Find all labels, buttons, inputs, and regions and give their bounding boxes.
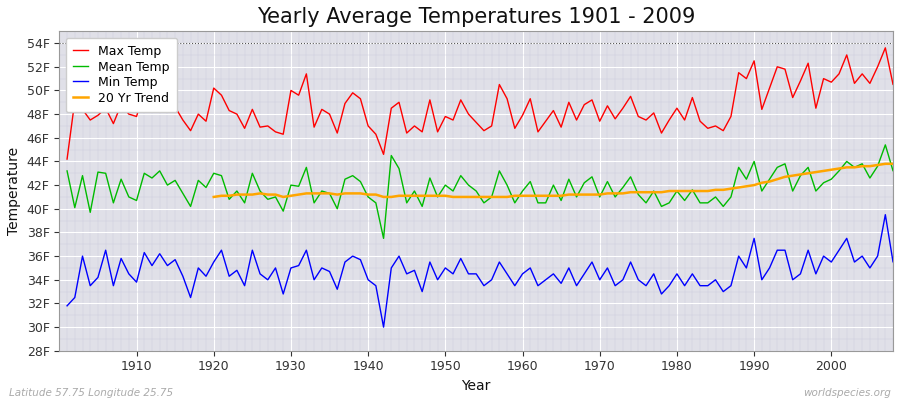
Line: Mean Temp: Mean Temp <box>68 145 900 238</box>
Max Temp <box>896 81 900 86</box>
Text: worldspecies.org: worldspecies.org <box>803 388 891 398</box>
Mean Temp <box>617 185 628 190</box>
Max Temp <box>339 101 350 106</box>
Min Temp <box>518 272 528 276</box>
X-axis label: Year: Year <box>462 379 490 393</box>
Max Temp <box>610 116 621 121</box>
20 Yr Trend <box>208 194 219 199</box>
Y-axis label: Temperature: Temperature <box>7 147 21 235</box>
Min Temp <box>339 260 350 264</box>
Min Temp <box>896 236 900 241</box>
Mean Temp <box>378 236 389 241</box>
20 Yr Trend <box>293 192 304 197</box>
Min Temp <box>62 304 73 308</box>
Mean Temp <box>123 194 134 199</box>
20 Yr Trend <box>880 162 891 166</box>
Mean Temp <box>525 179 535 184</box>
Max Temp <box>123 112 134 116</box>
Max Temp <box>518 113 528 118</box>
Mean Temp <box>62 168 73 173</box>
Min Temp <box>123 272 134 276</box>
20 Yr Trend <box>471 194 482 199</box>
Max Temp <box>509 126 520 131</box>
Min Temp <box>617 277 628 282</box>
Min Temp <box>880 212 891 217</box>
20 Yr Trend <box>278 194 289 199</box>
Line: Min Temp: Min Temp <box>68 215 900 327</box>
Max Temp <box>293 93 304 98</box>
Min Temp <box>525 266 535 270</box>
Text: Latitude 57.75 Longitude 25.75: Latitude 57.75 Longitude 25.75 <box>9 388 173 398</box>
Max Temp <box>62 157 73 162</box>
Mean Temp <box>293 184 304 189</box>
Line: Max Temp: Max Temp <box>68 48 900 159</box>
Mean Temp <box>518 189 528 194</box>
Min Temp <box>293 263 304 268</box>
Mean Temp <box>339 177 350 182</box>
Legend: Max Temp, Mean Temp, Min Temp, 20 Yr Trend: Max Temp, Mean Temp, Min Temp, 20 Yr Tre… <box>66 38 177 112</box>
Mean Temp <box>896 165 900 170</box>
20 Yr Trend <box>347 191 358 196</box>
Min Temp <box>378 325 389 330</box>
Mean Temp <box>880 142 891 147</box>
20 Yr Trend <box>555 193 566 198</box>
20 Yr Trend <box>887 162 898 166</box>
Max Temp <box>880 46 891 50</box>
Title: Yearly Average Temperatures 1901 - 2009: Yearly Average Temperatures 1901 - 2009 <box>257 7 696 27</box>
Line: 20 Yr Trend: 20 Yr Trend <box>213 164 893 197</box>
20 Yr Trend <box>811 170 822 174</box>
